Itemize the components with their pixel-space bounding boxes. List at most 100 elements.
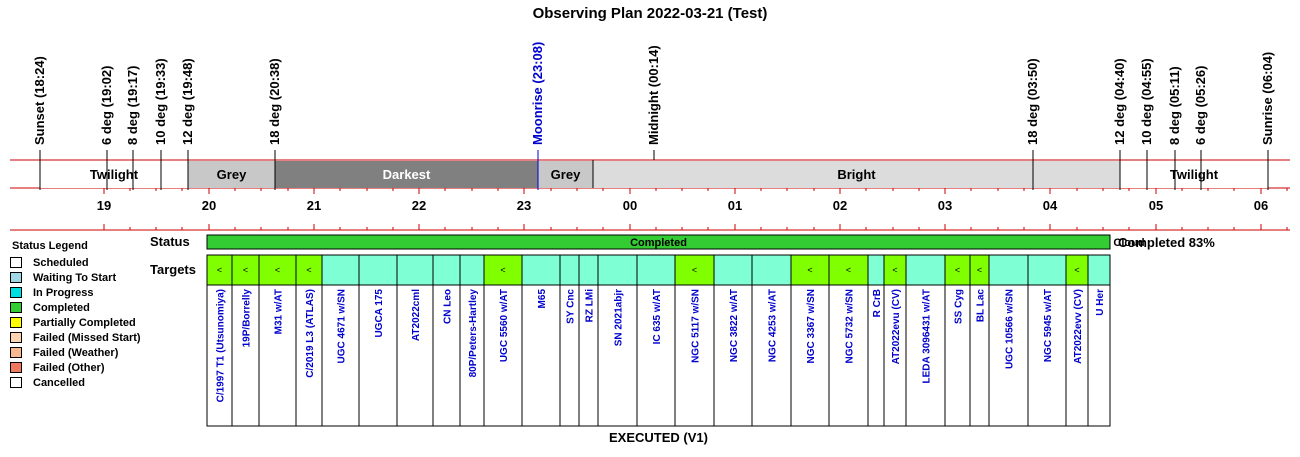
target-name: UGC 4671 w/SN: [337, 289, 348, 363]
legend-swatch: [10, 272, 22, 283]
target-cell: [597, 254, 638, 286]
sky-band-label: Darkest: [383, 167, 431, 182]
target-cell: [944, 254, 971, 286]
target-name: UGCA 175: [374, 289, 385, 338]
target-name: UGC 10566 w/SN: [1005, 289, 1016, 369]
target-name: NGC 3822 w/AT: [729, 289, 740, 362]
target-name: R CrB: [872, 289, 883, 317]
target-cell: [358, 254, 398, 286]
sky-band-label: Bright: [837, 167, 876, 182]
target-done-mark: <: [955, 265, 960, 275]
sky-band: [538, 161, 593, 188]
target-name: SN 2021abjr: [614, 289, 625, 346]
legend-label: Partially Completed: [33, 316, 136, 329]
hour-label: 04: [1043, 198, 1058, 213]
target-cell: [636, 254, 676, 286]
legend-swatch: [10, 317, 22, 328]
target-done-mark: <: [846, 265, 851, 275]
legend-label: Failed (Other): [33, 361, 105, 374]
target-done-mark: <: [807, 265, 812, 275]
hour-label: 01: [728, 198, 742, 213]
target-cell: [432, 254, 461, 286]
legend-item: In Progress: [10, 285, 141, 300]
target-cell: [1027, 254, 1067, 286]
target-name: SS Cyg: [954, 289, 965, 324]
event-label: 6 deg (05:26): [1193, 66, 1208, 145]
target-name: CN Leo: [443, 289, 454, 324]
hour-label: 21: [307, 198, 321, 213]
target-name: C/2019 L3 (ATLAS): [305, 289, 316, 378]
legend-item: Cancelled: [10, 375, 141, 390]
event-label: 10 deg (19:33): [153, 58, 168, 145]
sky-band: [1120, 161, 1268, 188]
target-cell: [867, 254, 885, 286]
event-label: 8 deg (19:17): [125, 66, 140, 145]
event-label: 18 deg (03:50): [1025, 58, 1040, 145]
target-cell: [1087, 254, 1111, 286]
legend-label: Completed: [33, 301, 90, 314]
sky-band: [188, 161, 275, 188]
event-label: Sunset (18:24): [32, 56, 47, 145]
target-name: RZ LMi: [585, 289, 596, 323]
event-label: 12 deg (19:48): [180, 58, 195, 145]
target-done-mark: <: [500, 265, 505, 275]
target-done-mark: <: [217, 265, 222, 275]
hour-label: 22: [412, 198, 426, 213]
hour-label: 02: [833, 198, 847, 213]
target-name: M31 w/AT: [274, 289, 285, 334]
target-name: M65: [537, 289, 548, 309]
legend-item: Waiting To Start: [10, 270, 141, 285]
target-name: 80P/Peters-Hartley: [468, 289, 479, 378]
target-name: NGC 4253 w/AT: [768, 289, 779, 362]
target-name: NGC 5732 w/SN: [845, 289, 856, 363]
target-done-mark: <: [275, 265, 280, 275]
legend-item: Failed (Other): [10, 360, 141, 375]
target-cell: [578, 254, 599, 286]
completion-label: Completed 83%: [1118, 235, 1215, 250]
legend-swatch: [10, 257, 22, 268]
legend-label: Waiting To Start: [33, 271, 117, 284]
target-name: AT2022evu (CV): [891, 289, 902, 364]
legend-swatch: [10, 287, 22, 298]
target-name: BL Lac: [976, 289, 987, 323]
target-name: NGC 5945 w/AT: [1043, 289, 1054, 362]
target-done-mark: <: [243, 265, 248, 275]
target-name: IC 635 w/AT: [652, 289, 663, 344]
sky-band-label: Twilight: [1170, 167, 1219, 182]
page-title: Observing Plan 2022-03-21 (Test): [532, 5, 768, 22]
event-label: 18 deg (20:38): [267, 58, 282, 145]
target-name: SY Cnc: [566, 289, 577, 324]
target-cell: [396, 254, 434, 286]
sky-band: [275, 161, 538, 188]
hour-label: 19: [97, 198, 111, 213]
sky-band-label: Grey: [551, 167, 581, 182]
sky-band: [40, 161, 188, 188]
target-cell: [521, 254, 561, 286]
target-cell: [459, 254, 485, 286]
sky-band: [593, 161, 1120, 188]
target-name: C/1997 T1 (Utsunomiya): [216, 289, 227, 402]
footer-label: EXECUTED (V1): [609, 430, 708, 445]
target-done-mark: <: [1074, 265, 1079, 275]
legend-item: Partially Completed: [10, 315, 141, 330]
event-label: Moonrise (23:08): [530, 42, 545, 145]
target-cell: [713, 254, 753, 286]
target-name: 19P/Borrelly: [242, 289, 253, 348]
legend-label: Cancelled: [33, 376, 85, 389]
target-cell: [988, 254, 1029, 286]
event-label: 12 deg (04:40): [1112, 58, 1127, 145]
hour-label: 06: [1254, 198, 1268, 213]
legend-swatch: [10, 377, 22, 388]
hour-label: 20: [202, 198, 216, 213]
target-cell: [905, 254, 946, 286]
target-name: LEDA 3096431 w/AT: [922, 289, 933, 383]
target-cell: [751, 254, 792, 286]
sky-band-label: Twilight: [90, 167, 139, 182]
status-segment: [206, 234, 1111, 250]
legend-swatch: [10, 362, 22, 373]
target-name: U Her: [1095, 289, 1106, 316]
legend-item: Failed (Weather): [10, 345, 141, 360]
legend-label: Scheduled: [33, 256, 89, 269]
legend-swatch: [10, 302, 22, 313]
